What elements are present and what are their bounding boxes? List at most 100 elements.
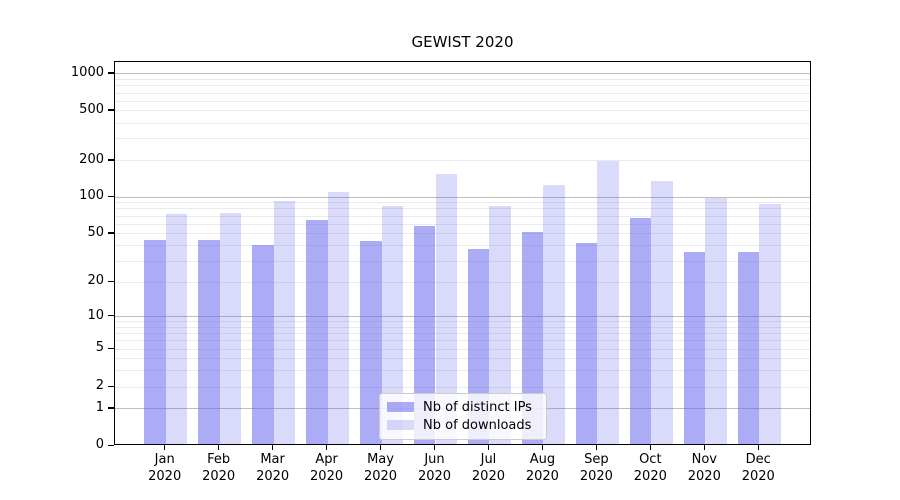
x-tick-year: 2020 — [148, 469, 182, 484]
plot-area: Nb of distinct IPs Nb of downloads — [114, 61, 811, 445]
x-tick-month: Jul — [480, 452, 497, 467]
y-axis-tick — [108, 444, 114, 446]
x-axis-tick-label: Mar 2020 — [245, 451, 301, 485]
y-axis-tick-label: 1000 — [70, 64, 104, 80]
gridline-minor — [115, 122, 810, 124]
gridline-minor — [115, 110, 810, 112]
legend-label: Nb of distinct IPs — [423, 399, 532, 415]
x-axis-tick — [703, 445, 705, 450]
bar-distinct-ips — [683, 252, 706, 444]
gridline-minor — [115, 92, 810, 94]
x-axis-tick — [164, 445, 166, 450]
x-tick-month: Sep — [584, 452, 609, 467]
x-tick-year: 2020 — [471, 469, 505, 484]
x-tick-month: Nov — [691, 452, 717, 467]
gridline-major — [115, 73, 810, 75]
x-tick-month: Mar — [260, 452, 285, 467]
x-axis-tick — [541, 445, 544, 450]
x-axis-tick — [595, 445, 598, 450]
bar-distinct-ips — [413, 225, 436, 444]
bar-downloads — [165, 214, 188, 444]
y-axis-tick — [108, 232, 114, 234]
gridline-minor — [115, 223, 810, 225]
gridline-minor — [115, 79, 810, 81]
gridline-minor — [115, 202, 810, 204]
x-axis-tick-label: Jan 2020 — [137, 451, 193, 485]
x-axis-tick-label: Dec 2020 — [730, 451, 786, 485]
y-axis-tick — [108, 159, 114, 161]
y-axis-tick-label: 200 — [79, 151, 104, 167]
x-tick-year: 2020 — [579, 469, 613, 484]
x-axis-tick-label: Nov 2020 — [676, 451, 732, 485]
x-tick-year: 2020 — [202, 469, 236, 484]
legend-label: Nb of downloads — [423, 417, 532, 433]
gridline-major — [115, 316, 810, 318]
x-tick-year: 2020 — [525, 469, 559, 484]
x-tick-year: 2020 — [363, 469, 398, 484]
y-axis-tick-label: 100 — [79, 188, 104, 203]
gridline-minor — [115, 160, 810, 162]
x-axis-tick-label: Jul 2020 — [460, 451, 516, 485]
x-tick-year: 2020 — [633, 469, 667, 484]
bar-downloads — [597, 161, 619, 444]
y-axis-tick-label: 2 — [95, 378, 104, 394]
x-tick-month: Apr — [315, 452, 338, 467]
gridline-minor — [115, 348, 810, 350]
x-axis-tick — [380, 445, 382, 450]
gridline-minor — [115, 215, 810, 217]
y-axis-tick-label: 500 — [79, 101, 104, 117]
gridline-minor — [115, 100, 810, 102]
x-tick-month: Jun — [424, 452, 445, 467]
x-axis-tick-label: Feb 2020 — [191, 451, 247, 485]
bar-downloads — [381, 206, 404, 444]
x-axis-tick — [272, 445, 274, 450]
x-tick-year: 2020 — [687, 469, 721, 484]
x-axis-tick-label: Sep 2020 — [568, 451, 624, 485]
bar-distinct-ips — [737, 252, 760, 444]
x-tick-year: 2020 — [310, 469, 344, 484]
y-axis-tick — [108, 347, 114, 349]
y-axis-tick-label: 50 — [87, 224, 104, 240]
gridline-minor — [115, 208, 810, 210]
x-axis-tick-label: May 2020 — [353, 451, 409, 485]
bar-downloads — [489, 206, 512, 444]
legend-row: Nb of distinct IPs — [387, 399, 537, 415]
y-axis-tick — [108, 407, 114, 409]
y-axis-tick — [108, 385, 114, 387]
bar-downloads — [759, 204, 781, 444]
gridline-minor — [115, 357, 810, 359]
y-axis-tick — [108, 109, 114, 111]
x-tick-month: Aug — [529, 452, 556, 467]
x-axis-tick — [326, 445, 328, 450]
x-axis-tick-label: Aug 2020 — [514, 451, 570, 485]
bar-distinct-ips — [305, 219, 328, 444]
bar-distinct-ips — [629, 218, 652, 444]
gridline-minor — [115, 281, 810, 283]
x-axis-tick-label: Oct 2020 — [622, 451, 678, 485]
bar-downloads — [651, 180, 673, 444]
x-axis-tick-label: Jun 2020 — [407, 451, 463, 485]
bar-downloads — [273, 200, 296, 444]
gridline-minor — [115, 233, 810, 235]
x-axis-tick — [218, 445, 220, 450]
gridline-minor — [115, 369, 810, 371]
x-tick-year: 2020 — [256, 469, 290, 484]
x-tick-year: 2020 — [417, 469, 452, 484]
x-axis-tick — [434, 445, 436, 450]
x-axis-tick — [487, 445, 490, 450]
x-tick-month: Dec — [745, 452, 771, 467]
y-axis-tick-label: 1 — [95, 399, 104, 415]
y-axis-tick-label: 0 — [95, 437, 104, 452]
gridline-minor — [115, 326, 810, 328]
y-axis-tick — [108, 72, 114, 74]
x-axis-tick — [649, 445, 652, 450]
gridline-minor — [115, 138, 810, 140]
legend-swatch-downloads — [387, 420, 414, 430]
legend-row: Nb of downloads — [387, 417, 537, 433]
x-tick-year: 2020 — [741, 469, 775, 484]
bar-distinct-ips — [252, 245, 274, 444]
gridline-minor — [115, 332, 810, 334]
chart-title: GEWIST 2020 — [411, 33, 514, 51]
y-axis-tick-label: 10 — [87, 307, 104, 323]
